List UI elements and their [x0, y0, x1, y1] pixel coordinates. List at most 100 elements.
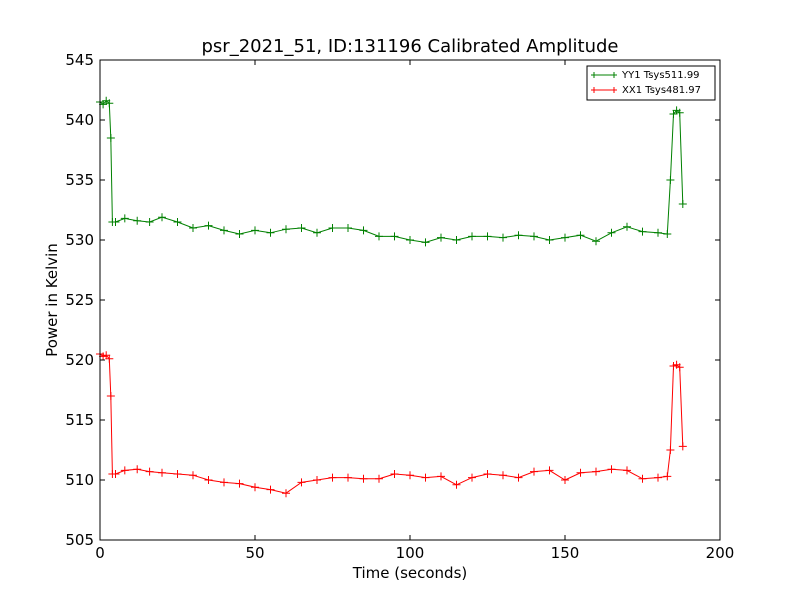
data-point [421, 473, 430, 482]
y-tick-label: 545 [65, 51, 94, 69]
data-point [375, 232, 383, 241]
legend-marker-xx1 [591, 87, 617, 93]
data-point [106, 134, 115, 142]
data-point [120, 466, 129, 475]
x-tick-label: 150 [551, 544, 580, 562]
data-point [220, 226, 228, 235]
data-point [437, 233, 445, 242]
data-point [545, 466, 554, 475]
data-point [666, 446, 675, 454]
data-point [638, 227, 647, 236]
y-tick-label: 505 [65, 531, 94, 549]
data-point [499, 233, 507, 242]
data-point [359, 474, 368, 483]
y-tick-label: 520 [65, 351, 94, 369]
data-point [111, 470, 120, 478]
data-point [251, 483, 259, 492]
data-point [530, 232, 538, 241]
data-point [235, 230, 244, 238]
data-point [297, 478, 306, 487]
series-layer [96, 96, 687, 498]
x-axis-title: Time (seconds) [352, 564, 468, 582]
data-point [666, 176, 675, 184]
data-point [158, 213, 166, 222]
data-point [158, 468, 166, 477]
data-point [390, 232, 399, 241]
legend-entry-xx1: XX1 Tsys481.97 [591, 85, 701, 96]
y-tick-label: 535 [65, 171, 94, 189]
data-point [328, 473, 337, 482]
legend-label-xx1: XX1 Tsys481.97 [622, 85, 701, 96]
data-point [106, 392, 115, 400]
data-point [189, 224, 197, 232]
data-point [133, 465, 142, 474]
data-point [654, 228, 662, 237]
data-point [120, 214, 129, 223]
y-tick-label: 525 [65, 291, 94, 309]
data-point [678, 442, 687, 451]
x-tick-label: 200 [706, 544, 735, 562]
data-point [204, 476, 213, 484]
data-point [663, 472, 672, 481]
data-point [145, 467, 154, 476]
data-point [390, 470, 399, 478]
y-tick-label: 530 [65, 231, 94, 249]
legend-label-yy1: YY1 Tsys511.99 [621, 70, 700, 81]
data-point [282, 225, 290, 234]
data-point [313, 476, 321, 484]
data-point [675, 108, 684, 117]
data-point [282, 489, 290, 498]
data-point [111, 218, 120, 226]
data-point [251, 226, 259, 235]
data-point [133, 216, 142, 225]
y-tick-label: 515 [65, 411, 94, 429]
data-point [421, 238, 430, 247]
data-point [607, 228, 616, 237]
data-point [561, 476, 569, 484]
data-point [297, 224, 306, 232]
data-point [313, 228, 321, 237]
y-tick-label: 510 [65, 471, 94, 489]
data-point [173, 218, 182, 226]
data-point [204, 221, 213, 230]
data-point [359, 226, 368, 235]
x-tick-label: 50 [245, 544, 264, 562]
data-point [514, 231, 523, 240]
data-point [561, 233, 569, 242]
legend-entry-yy1: YY1 Tsys511.99 [591, 70, 700, 81]
data-point [344, 224, 352, 232]
data-point [678, 200, 687, 208]
data-point [623, 222, 631, 231]
data-point [328, 224, 337, 232]
data-point [663, 230, 672, 238]
data-point [623, 466, 631, 475]
series-xx1 [96, 350, 687, 498]
data-point [576, 231, 585, 240]
y-axis: 505 510 515 520 525 530 535 540 545 [65, 51, 720, 549]
data-point [406, 471, 414, 480]
y-tick-label: 540 [65, 111, 94, 129]
data-point [452, 480, 461, 489]
data-point [437, 472, 445, 481]
data-point [452, 236, 461, 244]
legend-box [586, 65, 716, 101]
data-point [406, 236, 414, 244]
data-point [266, 485, 275, 494]
data-point [375, 474, 383, 483]
data-point [592, 237, 600, 246]
data-point [545, 236, 554, 244]
data-point [483, 470, 492, 478]
data-point [638, 474, 647, 483]
data-point [592, 467, 600, 476]
data-point [105, 99, 114, 108]
legend-marker-yy1 [591, 72, 617, 78]
data-point [654, 473, 662, 482]
x-tick-label: 0 [95, 544, 105, 562]
series-yy1 [96, 96, 687, 247]
data-point [173, 470, 182, 478]
data-point [344, 473, 352, 482]
data-point [675, 363, 684, 372]
chart-title: psr_2021_51, ID:131196 Calibrated Amplit… [201, 36, 618, 57]
data-point [514, 473, 523, 482]
